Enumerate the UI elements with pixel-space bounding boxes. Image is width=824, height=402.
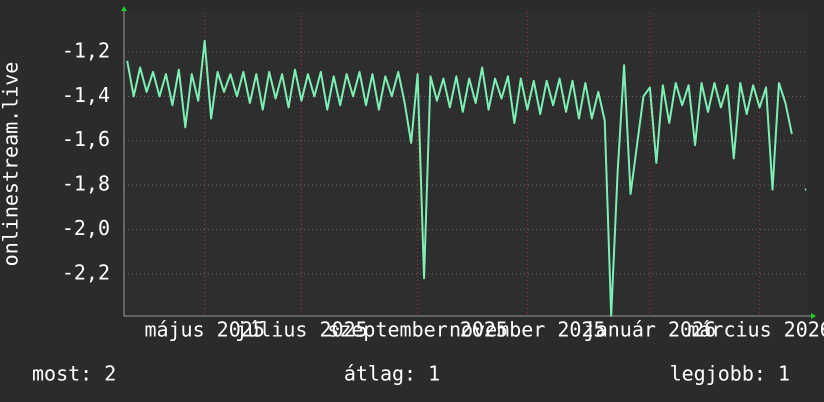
footer-stat: átlag: 1 bbox=[344, 362, 440, 386]
y-tick-label: -1,6 bbox=[62, 127, 110, 151]
x-tick-label: szeptember 2025 bbox=[327, 318, 508, 342]
y-axis-label: onlinestream.live bbox=[0, 62, 23, 267]
y-tick-label: -1,8 bbox=[62, 172, 110, 196]
axis-arrow bbox=[811, 313, 816, 319]
plot-area bbox=[124, 12, 808, 316]
y-tick-label: -2,0 bbox=[62, 216, 110, 240]
x-tick-label: november 2025 bbox=[449, 318, 606, 342]
footer-stat: legjobb: 1 bbox=[670, 362, 790, 386]
axis-arrow bbox=[121, 6, 127, 11]
y-tick-label: -1,2 bbox=[62, 38, 110, 62]
data-line bbox=[126, 39, 807, 317]
y-tick-label: -1,4 bbox=[62, 83, 110, 107]
footer-stat: most: 2 bbox=[32, 362, 116, 386]
x-tick-label: július 2025 bbox=[235, 318, 367, 342]
x-tick-label: március 2026 bbox=[687, 318, 824, 342]
x-tick-label: május 2025 bbox=[144, 318, 264, 342]
y-tick-label: -2,2 bbox=[62, 260, 110, 284]
x-tick-label: január 2026 bbox=[584, 318, 716, 342]
